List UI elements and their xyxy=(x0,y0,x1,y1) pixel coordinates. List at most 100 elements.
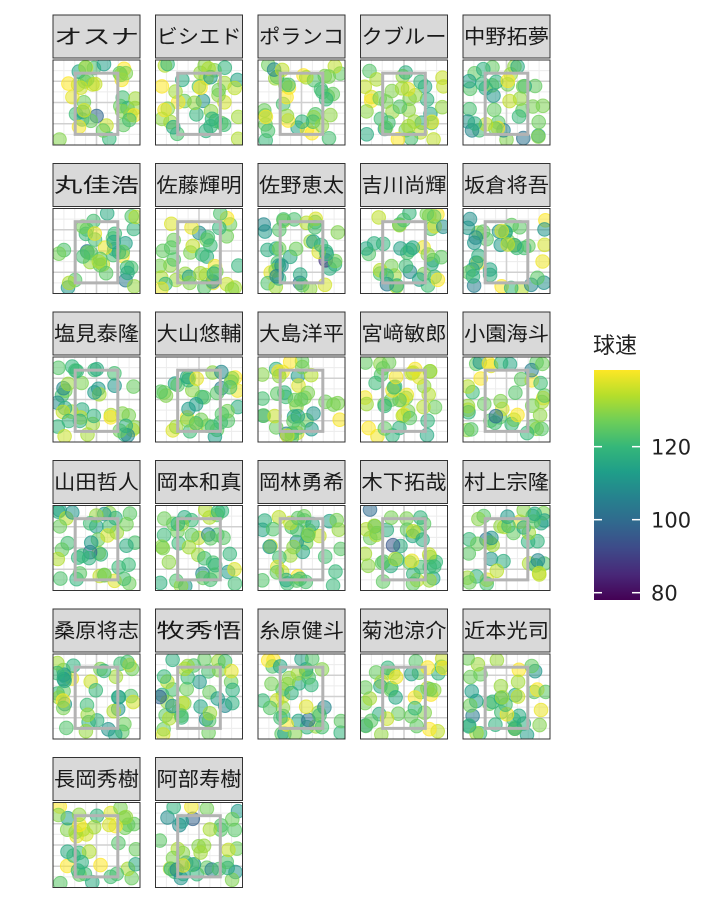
pitch-point xyxy=(360,680,373,695)
pitch-point xyxy=(87,226,103,241)
pitch-point xyxy=(224,663,239,679)
strike-zone xyxy=(278,517,325,582)
pitch-point xyxy=(113,67,129,83)
facet-panel: 糸原健斗 xyxy=(257,608,346,740)
facet-label: 村上宗隆 xyxy=(464,470,549,494)
pitch-point xyxy=(185,238,200,254)
pitch-point xyxy=(360,104,374,119)
pitch-point xyxy=(486,88,501,103)
strike-zone xyxy=(176,220,222,285)
pitch-point xyxy=(493,357,509,371)
pitch-point xyxy=(204,111,220,127)
pitch-point xyxy=(312,708,327,723)
pitch-point xyxy=(436,660,448,676)
pitch-point xyxy=(511,662,527,678)
pitch-point xyxy=(306,406,321,421)
pitch-point xyxy=(264,676,279,692)
pitch-point xyxy=(187,95,202,111)
pitch-point xyxy=(53,551,66,567)
pitch-point xyxy=(188,397,204,412)
facet-panel: 坂倉将吾 xyxy=(462,163,551,294)
pitch-point xyxy=(210,691,225,706)
pitch-point xyxy=(463,654,475,666)
pitch-point xyxy=(532,717,547,733)
pitch-point xyxy=(313,237,329,253)
pitch-point xyxy=(184,802,199,814)
pitch-point xyxy=(76,103,92,118)
facet-panel: 牧秀悟 xyxy=(155,608,243,740)
facet-panel: 岡林勇希 xyxy=(257,460,346,591)
pitch-point xyxy=(124,661,140,677)
pitch-point xyxy=(270,386,285,402)
pitch-point xyxy=(468,230,484,245)
pitch-point xyxy=(463,575,477,590)
facet-panel: 山田哲人 xyxy=(52,460,141,591)
facet-panel: 吉川尚輝 xyxy=(360,163,448,294)
pitch-point xyxy=(510,407,525,423)
pitch-point xyxy=(317,277,333,293)
pitch-point xyxy=(531,129,546,144)
pitch-point xyxy=(313,81,329,97)
facet-strip xyxy=(155,608,243,653)
pitch-point xyxy=(531,114,547,130)
pitch-point xyxy=(494,690,510,705)
pitch-point xyxy=(115,244,131,260)
pitch-point xyxy=(406,524,421,539)
facet-strip xyxy=(462,460,551,504)
pitch-point xyxy=(286,539,301,555)
pitch-point xyxy=(189,371,204,387)
strike-zone xyxy=(381,665,427,730)
pitch-point xyxy=(377,421,393,436)
pitch-point xyxy=(102,817,117,833)
facet-label: 大島洋平 xyxy=(259,322,344,346)
facet-label: ポランコ xyxy=(259,25,344,49)
panel-border xyxy=(360,653,448,740)
colorbar-tick-label: 100 xyxy=(651,509,691,533)
facet-strip xyxy=(52,460,141,504)
facet-label: 近本光司 xyxy=(464,619,549,643)
pitch-point xyxy=(513,371,529,387)
pitch-point xyxy=(258,573,270,588)
pitch-point xyxy=(279,89,294,105)
facet-strip xyxy=(155,757,243,801)
panel-border xyxy=(155,356,243,443)
pitch-point xyxy=(389,278,405,293)
facet-label: 佐藤輝明 xyxy=(157,173,242,197)
strike-zone xyxy=(73,665,120,730)
pitch-point xyxy=(207,557,223,573)
pitch-point xyxy=(260,123,276,139)
facet-label: 宮﨑敏郎 xyxy=(362,322,447,346)
pitch-point xyxy=(155,281,169,294)
pitch-point xyxy=(181,539,197,555)
facet-panel: 佐藤輝明 xyxy=(155,163,243,294)
pitch-point xyxy=(387,551,403,567)
pitch-point xyxy=(463,422,479,437)
strike-zone xyxy=(278,665,325,730)
colorbar-tick-label: 80 xyxy=(651,582,678,606)
pitch-point xyxy=(304,421,319,437)
panel-border xyxy=(257,356,346,443)
pitch-point xyxy=(262,700,278,716)
pitch-point xyxy=(103,410,118,425)
panel-border xyxy=(52,356,141,443)
pitch-point xyxy=(265,521,281,537)
pitch-point xyxy=(161,554,177,570)
facet-panel: 宮﨑敏郎 xyxy=(360,311,448,443)
pitch-point xyxy=(325,578,341,591)
pitch-point xyxy=(157,511,172,526)
pitch-point xyxy=(203,531,218,546)
facet-label: 桑原将志 xyxy=(54,619,139,643)
facet-panel: 小園海斗 xyxy=(462,311,551,443)
pitch-point xyxy=(91,254,107,269)
pitch-point xyxy=(402,410,418,426)
strike-zone xyxy=(483,71,530,136)
pitch-point xyxy=(224,282,240,294)
pitch-point xyxy=(488,408,504,424)
pitch-point xyxy=(210,505,226,519)
pitch-point xyxy=(128,91,140,106)
pitch-point xyxy=(128,857,140,872)
pitch-point xyxy=(88,683,104,698)
facet-strip xyxy=(155,163,243,207)
